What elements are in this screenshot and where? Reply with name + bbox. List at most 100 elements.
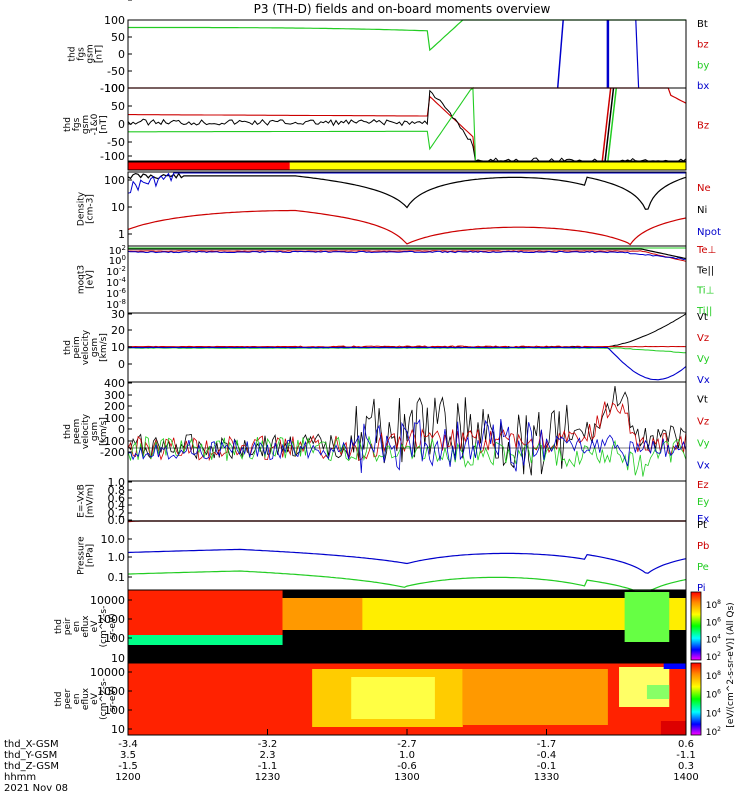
heatmap-block (660, 721, 686, 735)
legend-label: Pi (697, 583, 706, 594)
y-axis-label: peir (63, 617, 73, 635)
panel-frame (127, 245, 687, 314)
y-axis-label: [cm-3] (86, 194, 96, 224)
y-axis-label: [mV/m] (86, 484, 96, 518)
legend-label: Vy (697, 439, 710, 450)
colorbar-tick-label: 102 (706, 651, 721, 663)
y-axis-label: peer (63, 688, 73, 709)
y-axis-label: thd (63, 424, 73, 439)
y-axis-label: moqt3 (77, 265, 87, 294)
heatmap-block (128, 590, 283, 635)
heatmap-block (663, 663, 686, 669)
line-by (128, 86, 686, 162)
y-tick-label: -10 (107, 0, 125, 3)
legend-label: Vx (697, 375, 710, 386)
x-row-label: 2021 Nov 08 (4, 783, 68, 794)
colorbar-tick-label: 104 (706, 634, 721, 646)
colorbar-label: [eV/(cm^2-s-sr-eV)] (All Qs) (726, 602, 736, 727)
y-tick-label: 0 (118, 48, 125, 61)
y-tick-label: -30 (107, 0, 125, 3)
line-bx (635, 19, 640, 89)
y-axis-label: [km/s] (99, 417, 109, 446)
x-tick-label: 2.3 (260, 750, 276, 761)
legend-label: Vz (697, 417, 709, 428)
legend-label: Vy (697, 354, 710, 365)
colorbar-tick-label: 104 (706, 707, 721, 719)
figure-title: P3 (TH-D) fields and on-board moments ov… (254, 2, 551, 16)
y-axis-label: thd (63, 117, 73, 132)
x-tick-label: -1.1 (258, 761, 278, 772)
x-tick-label: -0.6 (397, 761, 417, 772)
x-tick-label: 1200 (115, 772, 140, 783)
heatmap-block (462, 669, 608, 725)
y-tick-label: 1.0 (108, 476, 126, 489)
y-tick-label: 1 (118, 228, 125, 241)
y-tick-label: 10 (111, 341, 125, 354)
x-tick-label: 1330 (534, 772, 559, 783)
y-axis-label: velocity (81, 413, 91, 449)
y-axis-label: gsm (86, 44, 96, 63)
y-axis-label: (cm^2-s- (99, 678, 109, 720)
line-pi (127, 548, 687, 574)
line-vy (128, 347, 687, 354)
y-tick-label: 10000 (90, 666, 125, 679)
x-tick-label: -0.1 (537, 761, 557, 772)
x-tick-label: 3.5 (120, 750, 136, 761)
x-tick-label: 1400 (673, 772, 698, 783)
y-tick-label: 10 (111, 723, 125, 736)
y-axis-label: gsm (90, 422, 100, 441)
y-tick-label: -20 (107, 0, 125, 3)
x-tick-label: -0.4 (537, 750, 557, 761)
legend-label: Bz (697, 121, 709, 132)
y-tick-label: 100 (104, 632, 125, 645)
y-tick-label: 10-2 (106, 265, 126, 278)
y-axis-label: thd (68, 47, 78, 62)
y-tick-label: 0 (118, 423, 125, 436)
colorbar-tick-label: 106 (706, 689, 721, 701)
y-tick-label: 1.0 (108, 551, 126, 564)
y-tick-label: 30 (111, 308, 125, 321)
line-ti-perp (127, 250, 687, 261)
status-bar-segment (128, 162, 290, 170)
line-npot (127, 172, 686, 194)
legend-label: Te|| (696, 265, 714, 276)
y-tick-label: 100 (104, 412, 125, 425)
legend-label: Pe (697, 562, 709, 573)
y-tick-label: 1000 (97, 685, 125, 698)
y-tick-label: 10000 (90, 594, 125, 607)
line-ne (127, 209, 687, 246)
y-axis-label: [km/s] (99, 333, 109, 362)
status-bar-segment (289, 162, 686, 170)
legend-label: Vx (697, 461, 710, 472)
y-tick-label: 100 (104, 82, 125, 95)
y-tick-label: 0.1 (108, 571, 126, 584)
colorbar (690, 591, 702, 661)
line-vx (127, 346, 687, 381)
y-tick-label: 100 (104, 174, 125, 187)
heatmap-block (646, 685, 670, 699)
y-axis-label: Density (77, 191, 87, 226)
panel-frame (127, 87, 687, 162)
line-te-par (128, 248, 687, 260)
y-tick-label: -50 (107, 65, 125, 78)
y-tick-label: 10-4 (106, 276, 126, 289)
y-axis-label: -1&0 (90, 113, 100, 135)
legend-label: Ex (697, 514, 709, 525)
x-tick-label: 0.3 (678, 761, 694, 772)
x-tick-label: 1300 (394, 772, 419, 783)
y-tick-label: -200 (100, 446, 125, 459)
x-tick-label: -3.4 (118, 739, 138, 750)
y-axis-label: velocity (81, 329, 91, 365)
panel-frame (127, 520, 687, 591)
y-tick-label: -100 (100, 82, 125, 95)
x-tick-label: 1230 (255, 772, 280, 783)
legend-label: Vt (697, 312, 708, 323)
x-tick-label: -3.2 (258, 739, 278, 750)
legend-label: Ti|| (696, 306, 712, 317)
panel-frame (127, 161, 687, 171)
colorbar-tick-label: 108 (706, 670, 721, 682)
x-tick-label: -2.7 (397, 739, 417, 750)
colorbar-tick-label: 108 (706, 599, 721, 611)
